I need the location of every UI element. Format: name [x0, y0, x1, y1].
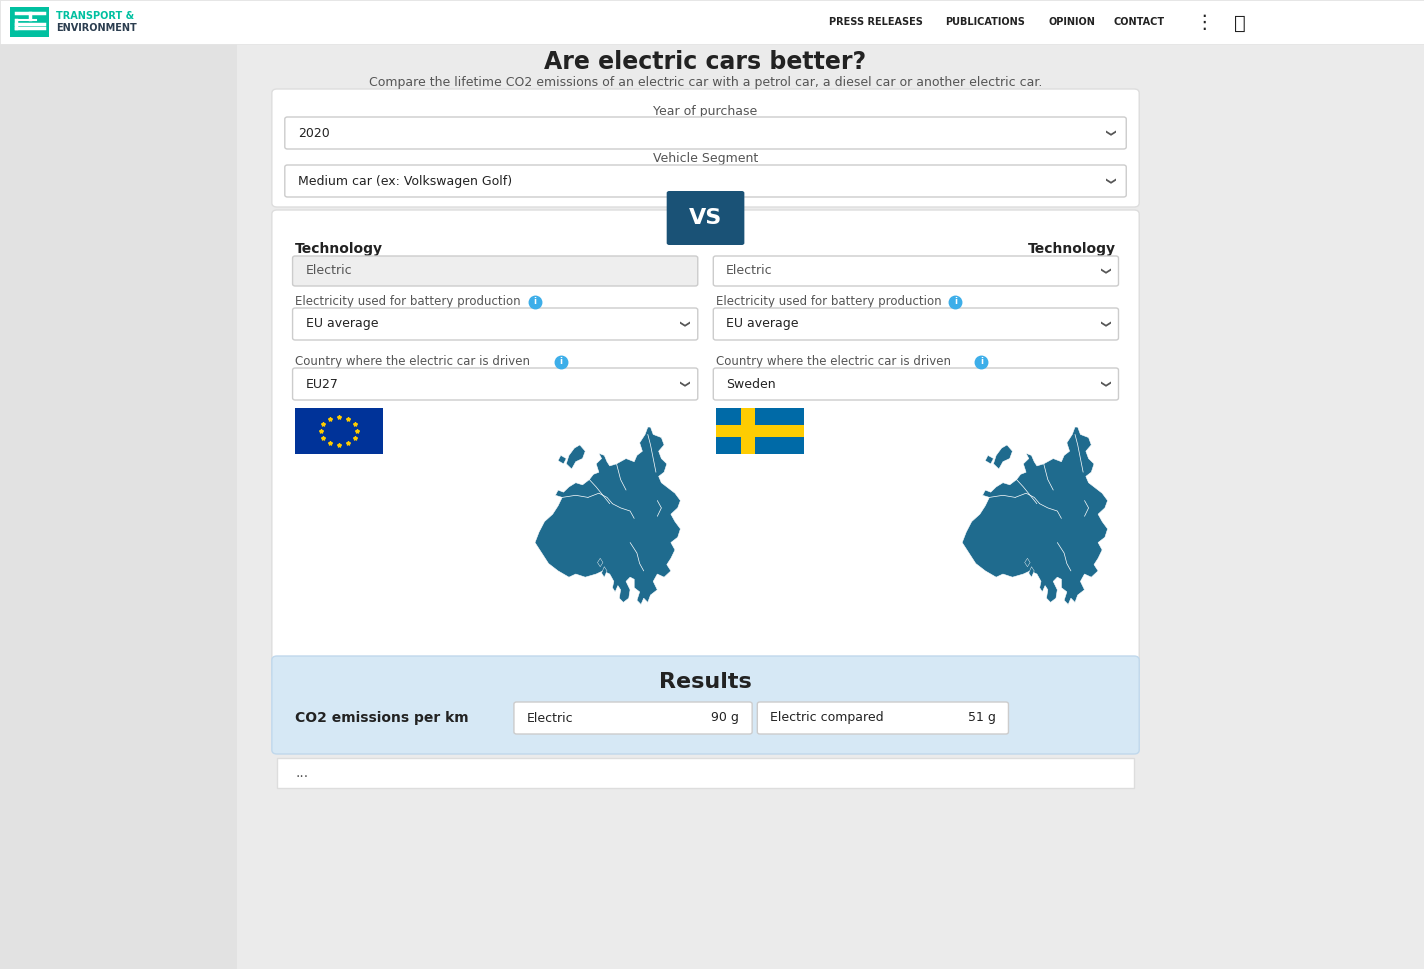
Text: EU27: EU27 [306, 378, 339, 391]
FancyBboxPatch shape [514, 702, 752, 734]
Text: ⋮: ⋮ [1195, 13, 1213, 32]
Text: Results: Results [659, 672, 752, 692]
Text: Electric: Electric [527, 711, 574, 725]
Polygon shape [1025, 558, 1030, 567]
Text: Medium car (ex: Volkswagen Golf): Medium car (ex: Volkswagen Golf) [298, 174, 511, 187]
Polygon shape [963, 427, 1108, 605]
FancyBboxPatch shape [713, 256, 1118, 286]
Text: EU average: EU average [306, 318, 377, 330]
Polygon shape [598, 558, 602, 567]
Text: Are electric cars better?: Are electric cars better? [544, 50, 867, 74]
FancyBboxPatch shape [713, 368, 1118, 400]
Text: ❯: ❯ [678, 380, 688, 388]
Text: ❯: ❯ [1098, 266, 1108, 275]
Text: CO2 emissions per km: CO2 emissions per km [295, 711, 468, 725]
Text: EU average: EU average [726, 318, 799, 330]
Bar [716, 425, 805, 436]
Text: 51 g: 51 g [968, 711, 995, 725]
Text: i: i [533, 297, 537, 306]
Text: Vehicle Segment: Vehicle Segment [652, 151, 758, 165]
Text: ❯: ❯ [1098, 320, 1108, 328]
Polygon shape [601, 567, 607, 578]
Text: Electric: Electric [306, 265, 352, 277]
Text: PUBLICATIONS: PUBLICATIONS [946, 17, 1025, 27]
Text: Electricity used for battery production: Electricity used for battery production [716, 296, 941, 308]
Bar [295, 408, 383, 454]
Text: Electric: Electric [726, 265, 773, 277]
Polygon shape [994, 445, 1012, 469]
FancyBboxPatch shape [292, 308, 698, 340]
Text: PRESS RELEASES: PRESS RELEASES [829, 17, 923, 27]
Polygon shape [1028, 567, 1034, 578]
Text: OPINION: OPINION [1048, 17, 1095, 27]
Text: Year of purchase: Year of purchase [654, 105, 758, 117]
Text: Technology: Technology [1028, 242, 1116, 256]
Text: Electric compared: Electric compared [770, 711, 884, 725]
Text: 90 g: 90 g [712, 711, 739, 725]
FancyBboxPatch shape [285, 165, 1126, 197]
Text: CONTACT: CONTACT [1114, 17, 1165, 27]
FancyBboxPatch shape [272, 656, 1139, 754]
FancyBboxPatch shape [713, 308, 1118, 340]
FancyBboxPatch shape [292, 256, 698, 286]
Text: ❯: ❯ [1104, 177, 1114, 185]
Text: ❯: ❯ [1098, 380, 1108, 388]
Text: TRANSPORT &: TRANSPORT & [56, 11, 134, 21]
FancyBboxPatch shape [758, 702, 1008, 734]
Text: i: i [954, 297, 957, 306]
Text: Country where the electric car is driven: Country where the electric car is driven [716, 356, 951, 368]
Text: ⌕: ⌕ [1235, 14, 1246, 33]
Text: VS: VS [689, 208, 722, 228]
Text: ...: ... [295, 766, 308, 780]
Text: i: i [560, 358, 562, 366]
Polygon shape [567, 445, 585, 469]
Text: 2020: 2020 [298, 127, 329, 140]
Text: ENVIRONMENT: ENVIRONMENT [56, 23, 137, 33]
Polygon shape [985, 455, 994, 464]
Text: ❯: ❯ [678, 320, 688, 328]
Bar [740, 408, 755, 454]
Bar [0, 44, 236, 969]
Bar [716, 408, 805, 454]
Text: Compare the lifetime CO2 emissions of an electric car with a petrol car, a diese: Compare the lifetime CO2 emissions of an… [369, 76, 1042, 88]
Bar [0, 0, 1424, 44]
FancyBboxPatch shape [666, 191, 745, 245]
Text: i: i [980, 358, 983, 366]
Text: Country where the electric car is driven: Country where the electric car is driven [295, 356, 530, 368]
Bar [10, 7, 50, 37]
FancyBboxPatch shape [272, 210, 1139, 678]
FancyBboxPatch shape [272, 89, 1139, 207]
Text: Sweden: Sweden [726, 378, 776, 391]
FancyBboxPatch shape [292, 368, 698, 400]
Bar [278, 758, 1134, 788]
Text: Technology: Technology [295, 242, 383, 256]
FancyBboxPatch shape [285, 117, 1126, 149]
Polygon shape [558, 455, 567, 464]
Bar [236, 44, 1424, 969]
Text: ❯: ❯ [1104, 129, 1114, 137]
Text: Electricity used for battery production: Electricity used for battery production [295, 296, 521, 308]
Polygon shape [535, 427, 681, 605]
